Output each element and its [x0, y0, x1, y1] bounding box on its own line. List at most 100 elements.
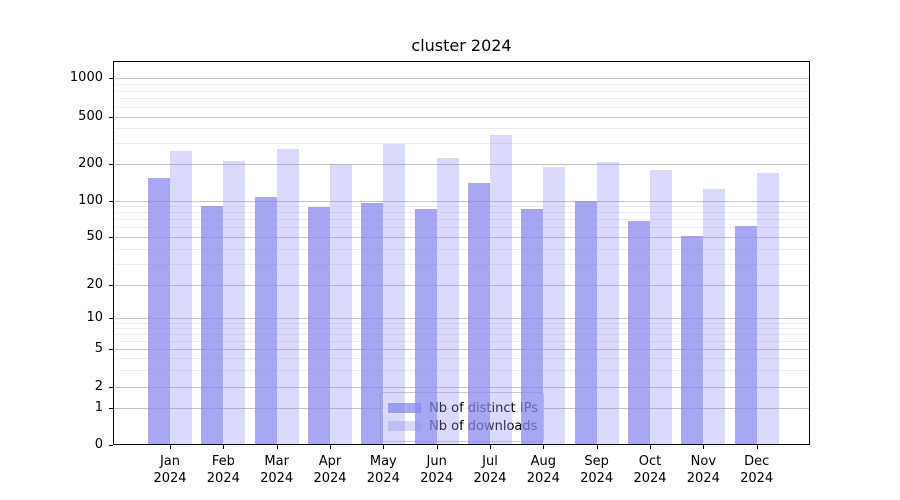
y-tick-mark — [109, 407, 113, 409]
y-tick-label: 20 — [86, 277, 103, 292]
minor-gridline — [114, 206, 809, 208]
bar-distinct-ips-dec — [734, 225, 757, 444]
bar-downloads-apr — [329, 164, 352, 444]
y-tick-mark — [109, 164, 113, 165]
minor-gridline — [114, 219, 809, 221]
minor-gridline — [114, 98, 809, 100]
minor-gridline — [114, 128, 809, 130]
x-tick-mark — [436, 445, 438, 449]
y-tick-mark — [109, 200, 113, 202]
bar-downloads-nov — [703, 188, 726, 444]
x-tick-mark — [543, 445, 545, 449]
bar-downloads-aug — [543, 166, 566, 444]
y-tick-mark — [109, 116, 113, 118]
chart-title: cluster 2024 — [411, 36, 512, 55]
y-tick-mark — [109, 349, 113, 351]
major-gridline — [114, 200, 809, 202]
y-tick-mark — [109, 285, 113, 286]
major-gridline — [114, 237, 809, 238]
x-tick-mark — [756, 445, 758, 449]
bar-downloads-jun — [436, 157, 459, 444]
x-tick-mark — [489, 445, 491, 449]
bar-downloads-may — [383, 144, 406, 444]
y-tick-label: 500 — [78, 108, 103, 124]
bar-distinct-ips-feb — [201, 206, 224, 444]
x-tick-label: Jan 2024 — [153, 454, 187, 486]
x-tick-label: Nov 2024 — [686, 454, 720, 486]
minor-gridline — [114, 358, 809, 360]
legend-swatch-distinct-ips-icon — [388, 403, 421, 413]
x-tick-label: Jul 2024 — [473, 454, 507, 486]
x-tick-label: Dec 2024 — [740, 454, 774, 486]
y-tick-label: 2 — [94, 378, 103, 394]
y-tick-label: 1 — [94, 399, 103, 415]
bar-distinct-ips-aug — [521, 209, 544, 444]
bar-distinct-ips-oct — [627, 220, 650, 444]
x-tick-label: Sep 2024 — [580, 454, 614, 486]
minor-gridline — [114, 143, 809, 145]
bar-distinct-ips-jul — [467, 182, 490, 444]
x-tick-label: Aug 2024 — [526, 454, 560, 486]
major-gridline — [114, 285, 809, 286]
minor-gridline — [114, 248, 809, 250]
minor-gridline — [114, 333, 809, 335]
bar-distinct-ips-jan — [148, 178, 170, 444]
legend-swatch-downloads-icon — [388, 421, 421, 431]
y-tick-mark — [109, 237, 113, 238]
x-tick-mark — [329, 445, 331, 449]
bar-distinct-ips-mar — [254, 196, 277, 444]
y-tick-mark — [109, 445, 113, 446]
bar-distinct-ips-apr — [307, 207, 330, 444]
bar-downloads-mar — [276, 149, 299, 444]
major-gridline — [114, 164, 809, 165]
legend-item-downloads: Nb of downloads — [388, 418, 537, 434]
bar-distinct-ips-may — [361, 203, 384, 444]
x-tick-label: Jun 2024 — [420, 454, 454, 486]
x-tick-label: Apr 2024 — [313, 454, 347, 486]
x-tick-mark — [223, 445, 225, 449]
y-tick-label: 10 — [86, 309, 103, 325]
minor-gridline — [114, 227, 809, 229]
bar-downloads-feb — [223, 160, 246, 444]
major-gridline — [114, 349, 809, 351]
bar-downloads-jul — [489, 135, 512, 444]
x-tick-label: Oct 2024 — [633, 454, 667, 486]
minor-gridline — [114, 263, 809, 265]
minor-gridline — [114, 106, 809, 108]
bar-downloads-oct — [649, 169, 672, 444]
minor-gridline — [114, 370, 809, 372]
y-tick-label: 0 — [94, 437, 103, 452]
y-tick-label: 50 — [86, 229, 103, 244]
minor-gridline — [114, 90, 809, 92]
x-tick-label: Mar 2024 — [260, 454, 294, 486]
x-tick-mark — [703, 445, 705, 449]
legend-item-distinct-ips: Nb of distinct IPs — [388, 400, 538, 416]
bar-distinct-ips-nov — [681, 235, 704, 444]
bar-downloads-jan — [170, 150, 192, 444]
bar-downloads-dec — [756, 172, 779, 444]
y-tick-label: 5 — [94, 341, 103, 357]
y-tick-label: 1000 — [69, 70, 103, 86]
x-tick-mark — [596, 445, 598, 449]
x-tick-label: May 2024 — [366, 454, 400, 486]
x-tick-mark — [276, 445, 278, 449]
minor-gridline — [114, 327, 809, 329]
x-tick-mark — [383, 445, 385, 449]
major-gridline — [114, 78, 809, 80]
y-tick-label: 100 — [78, 192, 103, 208]
x-tick-label: Feb 2024 — [206, 454, 240, 486]
y-tick-mark — [109, 317, 113, 319]
x-tick-mark — [170, 445, 171, 449]
x-tick-mark — [649, 445, 651, 449]
major-gridline — [114, 116, 809, 118]
bar-distinct-ips-sep — [574, 200, 597, 444]
y-tick-label: 200 — [78, 156, 103, 171]
minor-gridline — [114, 340, 809, 342]
y-tick-mark — [109, 78, 113, 80]
bar-distinct-ips-jun — [414, 209, 437, 444]
y-tick-mark — [109, 386, 113, 388]
minor-gridline — [114, 212, 809, 214]
major-gridline — [114, 317, 809, 319]
major-gridline — [114, 386, 809, 388]
